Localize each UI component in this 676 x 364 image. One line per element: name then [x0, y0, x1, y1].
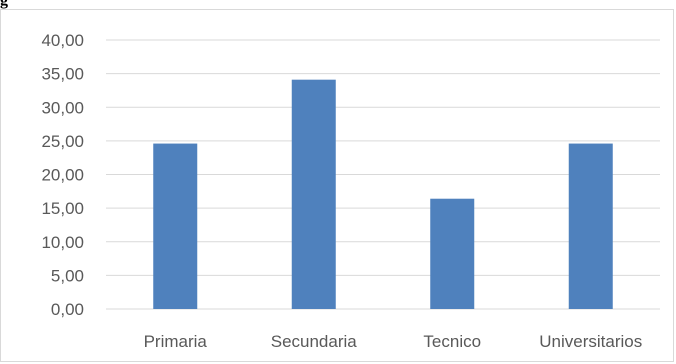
chart-frame — [0, 9, 674, 362]
y-tick-label: 5,00 — [51, 266, 84, 285]
y-tick-label: 25,00 — [41, 132, 84, 151]
bar-universitarios — [568, 143, 613, 309]
y-tick-label: 20,00 — [41, 166, 84, 185]
bar-secundaria — [291, 79, 336, 310]
page-title-fragment: g — [0, 0, 8, 9]
x-category-label: Universitarios — [539, 332, 642, 351]
x-category-label: Primaria — [144, 332, 208, 351]
gridlines — [106, 39, 660, 310]
y-tick-label: 15,00 — [41, 199, 84, 218]
x-category-label: Secundaria — [271, 332, 358, 351]
y-tick-label: 10,00 — [41, 233, 84, 252]
x-category-label: Tecnico — [423, 332, 481, 351]
bar-tecnico — [430, 198, 475, 309]
y-axis-ticks: 0,00 5,00 10,00 15,00 20,00 25,00 30,00 35,00 40… — [41, 31, 84, 319]
bars — [153, 79, 613, 310]
y-tick-label: 40,00 — [41, 31, 84, 50]
y-tick-label: 30,00 — [41, 98, 84, 117]
y-tick-label: 0,00 — [51, 300, 84, 319]
y-tick-label: 35,00 — [41, 65, 84, 84]
x-axis-categories: Primaria Secundaria Tecnico Universitarios — [144, 332, 643, 351]
bar-primaria — [153, 143, 198, 309]
